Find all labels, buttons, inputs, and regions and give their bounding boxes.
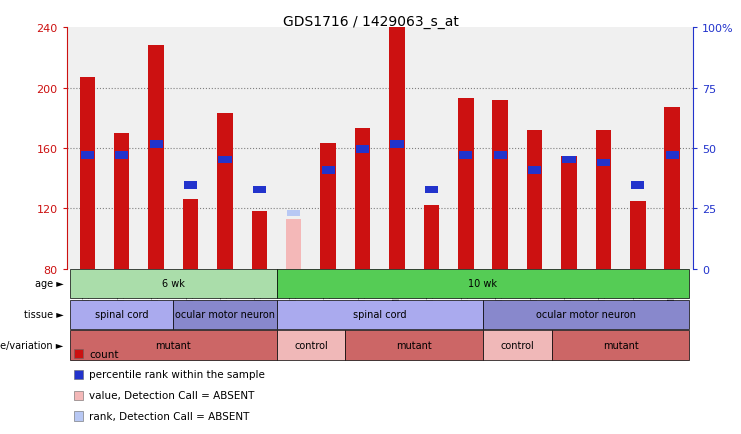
Bar — [345, 331, 483, 360]
Bar — [252, 212, 267, 269]
Bar — [597, 159, 610, 167]
Bar — [320, 144, 336, 269]
Bar — [458, 99, 473, 269]
Bar — [562, 156, 576, 164]
Text: GDS1716 / 1429063_s_at: GDS1716 / 1429063_s_at — [282, 15, 459, 29]
Bar — [219, 156, 231, 164]
Text: spinal cord: spinal cord — [95, 310, 148, 319]
Bar — [425, 186, 438, 194]
Bar — [322, 167, 335, 174]
Bar — [630, 201, 645, 269]
Bar — [184, 182, 197, 189]
Bar — [552, 331, 689, 360]
Bar — [631, 182, 645, 189]
Text: value, Detection Call = ABSENT: value, Detection Call = ABSENT — [89, 391, 254, 400]
Bar — [355, 129, 370, 269]
Bar — [114, 134, 130, 269]
Bar — [276, 331, 345, 360]
Text: spinal cord: spinal cord — [353, 310, 407, 319]
Bar — [115, 151, 128, 159]
Bar — [494, 151, 507, 159]
Text: 10 wk: 10 wk — [468, 279, 497, 289]
Bar — [276, 300, 483, 329]
Bar — [483, 331, 552, 360]
Text: mutant: mutant — [156, 341, 191, 350]
Bar — [561, 156, 576, 269]
Bar — [70, 300, 173, 329]
Bar — [493, 100, 508, 269]
Text: age ►: age ► — [35, 279, 64, 289]
Bar — [389, 28, 405, 269]
Text: mutant: mutant — [602, 341, 639, 350]
Text: rank, Detection Call = ABSENT: rank, Detection Call = ABSENT — [89, 411, 249, 421]
Bar — [459, 151, 472, 159]
Bar — [183, 200, 199, 269]
Bar — [288, 210, 300, 217]
Text: tissue ►: tissue ► — [24, 310, 64, 319]
Bar — [81, 151, 94, 159]
Bar — [253, 186, 266, 194]
Bar — [483, 300, 689, 329]
Bar — [391, 141, 404, 148]
Bar — [665, 151, 679, 159]
Bar — [70, 331, 276, 360]
Bar — [79, 78, 95, 269]
Text: control: control — [294, 341, 328, 350]
Bar — [286, 220, 302, 269]
Bar — [70, 269, 276, 299]
Bar — [150, 141, 163, 148]
Bar — [665, 108, 680, 269]
Bar — [217, 114, 233, 269]
Text: control: control — [500, 341, 534, 350]
Text: 6 wk: 6 wk — [162, 279, 185, 289]
Bar — [356, 146, 369, 153]
Bar — [596, 131, 611, 269]
Bar — [148, 46, 164, 269]
Text: mutant: mutant — [396, 341, 432, 350]
Text: percentile rank within the sample: percentile rank within the sample — [89, 370, 265, 379]
Text: genotype/variation ►: genotype/variation ► — [0, 341, 64, 350]
Bar — [424, 206, 439, 269]
Bar — [276, 269, 689, 299]
Bar — [528, 167, 541, 174]
Text: count: count — [89, 349, 119, 358]
Bar — [173, 300, 276, 329]
Bar — [527, 131, 542, 269]
Text: ocular motor neuron: ocular motor neuron — [175, 310, 275, 319]
Text: ocular motor neuron: ocular motor neuron — [536, 310, 637, 319]
